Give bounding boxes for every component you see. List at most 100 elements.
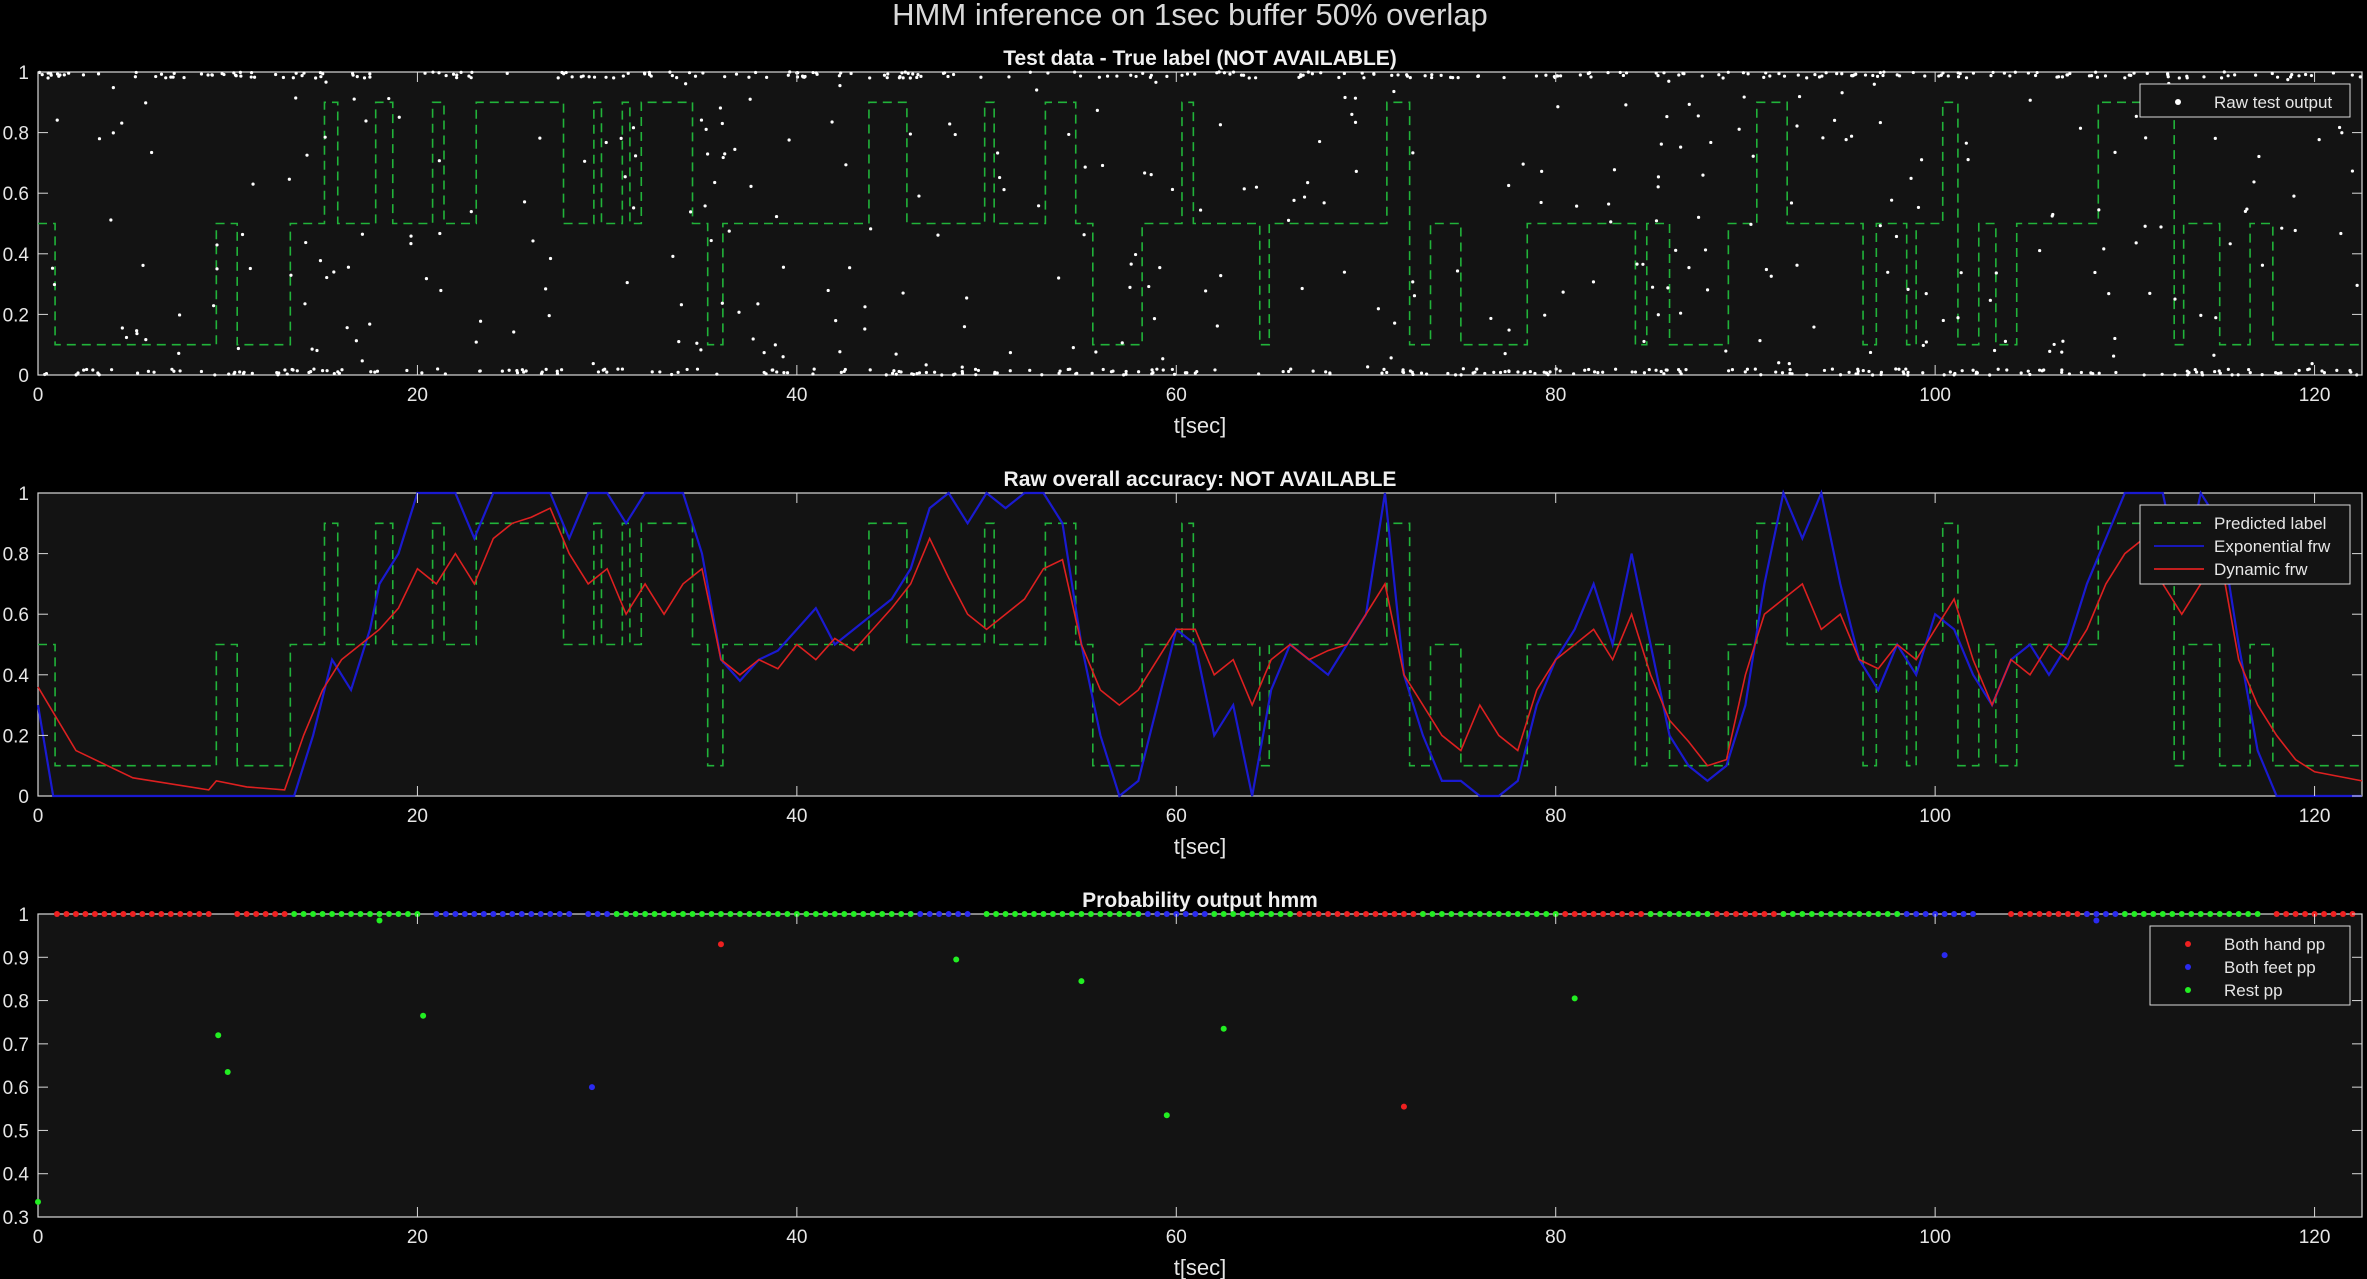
raw-output-point <box>423 71 427 75</box>
raw-output-point <box>1677 73 1681 77</box>
probability-point <box>1306 911 1313 917</box>
probability-point <box>310 911 317 917</box>
raw-output-point <box>469 210 473 214</box>
raw-output-point <box>437 159 441 163</box>
raw-output-point <box>1662 71 1666 75</box>
raw-output-point <box>1222 71 1227 75</box>
probability-point <box>746 911 753 917</box>
raw-output-point <box>892 369 896 373</box>
probability-point <box>1163 911 1170 917</box>
raw-output-point <box>1430 73 1434 77</box>
raw-output-point <box>177 313 182 317</box>
raw-output-point <box>1795 263 1799 267</box>
raw-output-point <box>469 76 473 80</box>
raw-output-point <box>1812 325 1816 329</box>
x-tick-label: 20 <box>407 806 428 827</box>
raw-output-point <box>1906 373 1910 377</box>
probability-point <box>82 911 89 917</box>
raw-output-point <box>701 71 705 75</box>
raw-output-point <box>2048 349 2052 353</box>
raw-output-point <box>474 340 478 344</box>
raw-output-point <box>1453 373 1458 377</box>
probability-point <box>1571 911 1578 917</box>
probability-point <box>1894 911 1901 917</box>
raw-output-point <box>592 75 597 79</box>
probability-point <box>319 911 326 917</box>
raw-output-point <box>1328 372 1332 376</box>
raw-output-point <box>1046 71 1050 75</box>
probability-point <box>2074 911 2081 917</box>
raw-output-point <box>236 346 240 351</box>
panel-accuracy: Raw overall accuracy: NOT AVAILABLE 0 20 4… <box>3 468 2363 859</box>
raw-output-point <box>919 74 923 78</box>
probability-point <box>272 911 279 917</box>
probability-point <box>395 911 402 917</box>
raw-output-point <box>1185 72 1190 76</box>
raw-output-point <box>1656 185 1660 189</box>
probability-point <box>1249 911 1256 917</box>
probability-point <box>452 911 459 917</box>
raw-output-point <box>1941 71 1945 75</box>
raw-output-point <box>74 373 78 377</box>
probability-point <box>1543 911 1550 917</box>
raw-output-point <box>1300 286 1304 291</box>
probability-point <box>1742 911 1749 917</box>
raw-output-point <box>2212 353 2216 357</box>
probability-point <box>2131 911 2138 917</box>
probability-point <box>1495 911 1502 917</box>
raw-output-point <box>915 75 919 80</box>
probability-point <box>803 911 810 917</box>
y-tick-label: 0.6 <box>3 184 29 205</box>
raw-output-point <box>520 368 524 372</box>
raw-output-point <box>364 119 368 123</box>
raw-output-point <box>863 327 867 331</box>
raw-output-point <box>1687 266 1691 270</box>
raw-output-point <box>2097 371 2101 375</box>
raw-output-point <box>1942 373 1946 377</box>
raw-output-point <box>1057 276 1061 280</box>
raw-output-point <box>1989 74 1993 78</box>
raw-output-point <box>621 74 625 78</box>
raw-output-point <box>620 367 625 371</box>
probability-point <box>2140 911 2147 917</box>
raw-output-point <box>1659 369 1663 374</box>
probability-point <box>699 911 705 917</box>
probability-point <box>1296 911 1303 917</box>
raw-output-point <box>811 70 815 75</box>
raw-output-point <box>632 206 636 210</box>
raw-output-point <box>1147 284 1151 289</box>
raw-output-point <box>1948 370 1952 374</box>
raw-output-point <box>1832 118 1837 122</box>
raw-output-point <box>1939 73 1943 77</box>
raw-output-point <box>869 227 873 231</box>
raw-output-point <box>1008 369 1012 373</box>
raw-output-point <box>1302 195 1307 199</box>
raw-output-point <box>213 373 217 377</box>
raw-output-point <box>948 122 952 126</box>
panel-1-xlabel: t[sec] <box>1174 413 1227 438</box>
probability-point <box>1116 911 1123 917</box>
probability-point <box>2273 911 2280 917</box>
raw-output-point <box>723 75 727 79</box>
raw-output-point <box>687 71 692 75</box>
probability-point <box>661 911 668 917</box>
probability-point <box>1922 911 1929 917</box>
y-tick-label: 1 <box>18 484 29 505</box>
probability-point <box>1211 911 1218 917</box>
raw-output-point <box>1539 200 1543 205</box>
probability-point <box>2027 911 2033 917</box>
probability-point <box>1789 911 1796 917</box>
panel-probability: Probability output hmm 0 20 40 60 80 100 120 0.… <box>3 889 2363 1279</box>
raw-output-point <box>318 259 323 263</box>
probability-point <box>367 911 373 917</box>
raw-output-point <box>1150 368 1154 372</box>
raw-output-point <box>786 73 790 77</box>
probability-point <box>1220 911 1227 917</box>
raw-output-point <box>781 355 785 359</box>
raw-output-point <box>713 180 717 185</box>
raw-output-point <box>2194 370 2199 374</box>
raw-output-point <box>1890 198 1894 202</box>
raw-output-point <box>699 348 703 352</box>
raw-output-point <box>2026 369 2030 373</box>
raw-output-point <box>1924 340 1928 344</box>
